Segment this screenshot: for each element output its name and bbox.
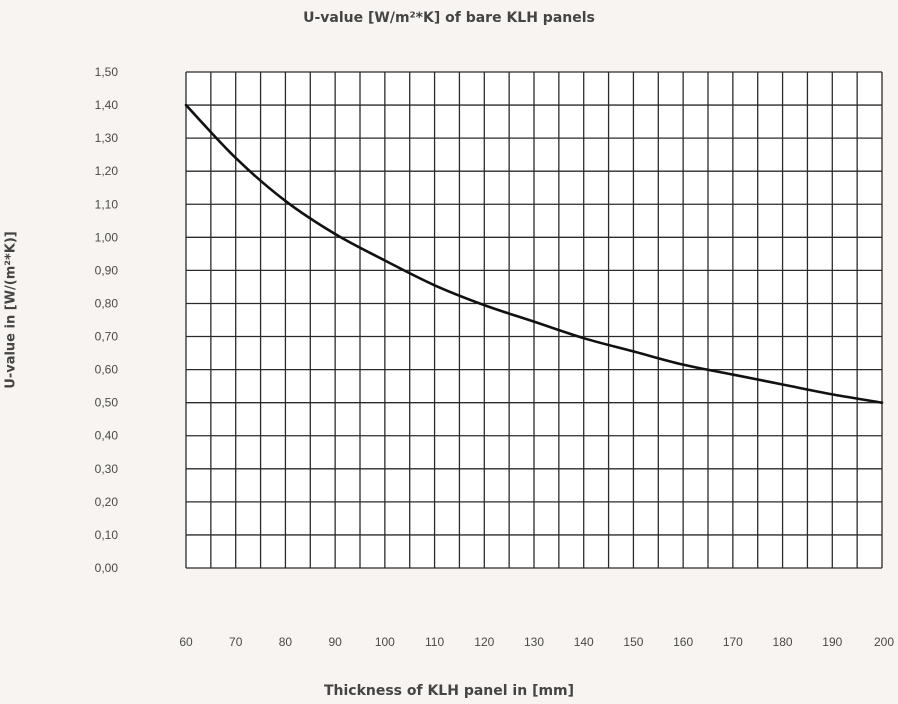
y-tick-label: 0,40 — [95, 429, 119, 443]
x-tick-label: 110 — [425, 635, 444, 649]
chart-title: U-value [W/m²*K] of bare KLH panels — [303, 10, 595, 26]
y-tick-label: 1,50 — [95, 65, 119, 79]
x-tick-label: 60 — [179, 635, 193, 649]
x-tick-label: 80 — [279, 635, 293, 649]
x-tick-label: 120 — [474, 635, 494, 649]
x-tick-label: 90 — [328, 635, 342, 649]
x-axis-label: Thickness of KLH panel in [mm] — [323, 683, 575, 699]
x-tick-label: 150 — [623, 635, 643, 649]
y-tick-label: 0,30 — [95, 462, 119, 476]
x-tick-label: 130 — [524, 635, 544, 649]
x-tick-label: 100 — [375, 635, 395, 649]
u-value-curve — [184, 103, 884, 404]
x-tick-label: 140 — [574, 635, 594, 649]
y-tick-label: 0,10 — [95, 528, 119, 542]
x-tick-label: 160 — [673, 635, 693, 649]
grid-lines — [185, 71, 883, 569]
y-tick-label: 0,70 — [95, 330, 119, 344]
y-tick-label: 1,10 — [95, 197, 119, 211]
y-tick-label: 1,30 — [95, 131, 119, 145]
series-layer — [184, 103, 884, 404]
x-tick-label: 200 — [874, 635, 894, 649]
x-tick-labels: 60 70 80 90 100 110 120 130 140 150 160 170 180 190 20… — [179, 635, 894, 649]
y-tick-label: 0,90 — [95, 263, 119, 277]
x-tick-label: 180 — [773, 635, 793, 649]
y-tick-label: 0,20 — [95, 495, 119, 509]
x-tick-label: 170 — [723, 635, 743, 649]
y-tick-label: 0,60 — [95, 363, 119, 377]
y-tick-label: 0,80 — [95, 296, 119, 310]
x-tick-label: 190 — [822, 635, 842, 649]
y-tick-label: 1,40 — [95, 98, 119, 112]
y-tick-label: 0,50 — [95, 396, 119, 410]
y-tick-label: 1,00 — [95, 230, 119, 244]
y-tick-labels: 0,00 0,10 0,20 0,30 0,40 0,50 0,60 0,70 0,80 0,90… — [95, 65, 119, 575]
y-tick-label: 0,00 — [95, 561, 119, 575]
y-tick-label: 1,20 — [95, 164, 119, 178]
x-tick-label: 70 — [229, 635, 243, 649]
